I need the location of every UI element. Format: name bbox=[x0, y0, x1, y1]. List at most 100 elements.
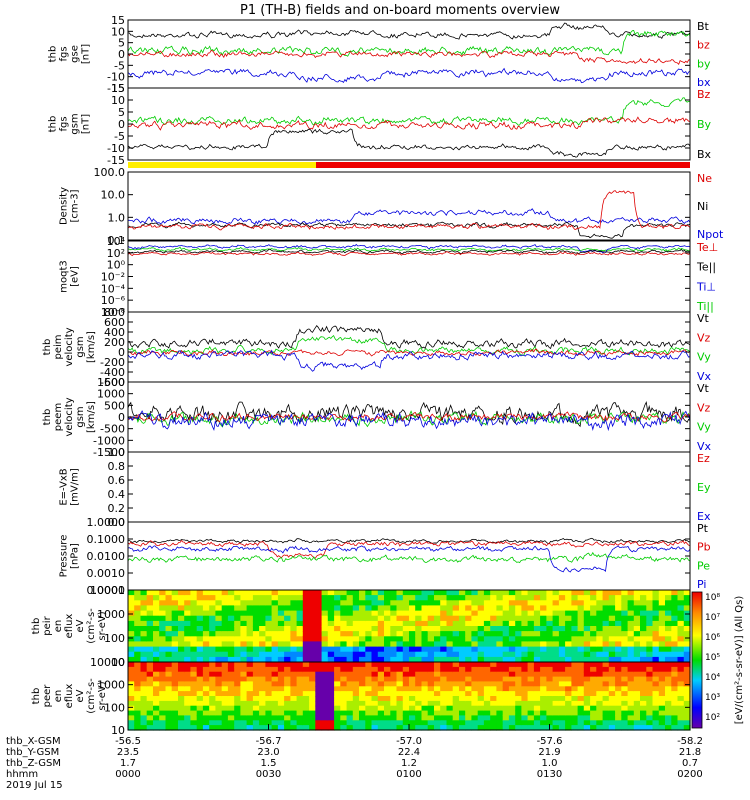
series-fgs_gse-3 bbox=[127, 67, 691, 84]
tick-label: 0 bbox=[118, 411, 125, 424]
panel-frame bbox=[127, 311, 691, 383]
y-axis-label: [nPa] bbox=[70, 543, 81, 569]
legend-fgs_gse: bx bbox=[697, 76, 711, 89]
y-axis-label: gsm bbox=[75, 406, 86, 427]
xaxis-row-label: hhmm bbox=[6, 769, 38, 780]
y-axis-label: en bbox=[53, 690, 64, 703]
legend-temp: Te|| bbox=[696, 261, 716, 274]
tick-label: 400 bbox=[104, 326, 125, 339]
y-axis-label: [nT] bbox=[81, 114, 92, 134]
series-fgs_gsm-1 bbox=[127, 116, 691, 131]
tick-label: 500 bbox=[104, 399, 125, 412]
tick-label: -200 bbox=[100, 356, 125, 369]
series-vel_i-3 bbox=[127, 349, 691, 372]
series-pressure-1 bbox=[127, 539, 691, 559]
tick-label: 0 bbox=[118, 48, 125, 61]
legend-density: Npot bbox=[697, 228, 724, 241]
tick-label: 0 bbox=[118, 346, 125, 359]
xaxis-row-label: thb_X-GSM bbox=[6, 736, 61, 747]
series-pressure-0 bbox=[128, 537, 691, 545]
panel-frame bbox=[127, 171, 691, 241]
tick-label: 10⁻⁴ bbox=[101, 282, 126, 295]
y-axis-label: [km/s] bbox=[86, 331, 97, 363]
tick-label: 0.1 bbox=[108, 234, 126, 247]
legend-pressure: Pi bbox=[697, 578, 706, 591]
tick-label: -1000 bbox=[93, 434, 125, 447]
tick-label: 800 bbox=[104, 306, 125, 319]
series-fgs_gsm-0 bbox=[127, 97, 691, 126]
series-fgs_gse-0 bbox=[127, 22, 691, 40]
tick-label: 0.0 bbox=[108, 516, 126, 529]
legend-efield: Ez bbox=[697, 452, 710, 465]
colorbar-tick: 10⁵ bbox=[705, 653, 720, 663]
y-axis-label: peem bbox=[53, 403, 64, 431]
tick-label: 15 bbox=[111, 14, 125, 27]
y-axis-label: thb bbox=[48, 116, 59, 133]
panel-frame bbox=[127, 451, 691, 523]
y-axis-label: peim bbox=[53, 334, 64, 359]
tick-label: -5 bbox=[114, 130, 125, 143]
tick-label: 10000 bbox=[90, 656, 125, 669]
y-axis-label: [cm-3] bbox=[70, 189, 81, 222]
xaxis-value: -57.6 bbox=[537, 736, 563, 747]
legend-efield: Ey bbox=[697, 481, 711, 494]
xaxis-value: 0.7 bbox=[682, 758, 698, 769]
y-axis-label: peer bbox=[42, 684, 53, 708]
tick-label: 0.4 bbox=[108, 488, 126, 501]
tick-label: 0.6 bbox=[108, 474, 126, 487]
xaxis-value: 0130 bbox=[537, 769, 562, 780]
xaxis-value: -56.7 bbox=[256, 736, 282, 747]
y-axis-label: velocity bbox=[64, 397, 75, 436]
series-vel_e-2 bbox=[127, 411, 691, 423]
legend-density: Ni bbox=[697, 200, 708, 213]
y-axis-label: en bbox=[53, 620, 64, 633]
y-axis-label: thb bbox=[31, 618, 42, 635]
y-axis-label: eflux bbox=[64, 614, 75, 639]
tick-label: 0.0010 bbox=[87, 567, 126, 580]
colorbar-tick: 10⁸ bbox=[705, 593, 720, 603]
tick-label: -10 bbox=[107, 142, 125, 155]
tick-label: 5 bbox=[118, 106, 125, 119]
tick-label: 200 bbox=[104, 336, 125, 349]
tick-label: 10⁻⁶ bbox=[101, 294, 126, 307]
colorbar-tick: 10⁷ bbox=[705, 613, 720, 623]
xaxis-value: 1.7 bbox=[120, 758, 136, 769]
legend-temp: Te⊥ bbox=[696, 241, 718, 254]
tick-label: 10 bbox=[111, 656, 125, 669]
xaxis-value: 0030 bbox=[256, 769, 281, 780]
y-axis-label: Density bbox=[59, 187, 70, 225]
tick-label: -15 bbox=[107, 154, 125, 167]
y-axis-label: (cm²-s- bbox=[86, 678, 97, 714]
panel-efield: 1.00.80.60.40.20.0 E=-VxB [mV/m] Ez Ey Ex bbox=[59, 446, 711, 529]
series-vel_i-1 bbox=[127, 334, 691, 356]
legend-fgs_gse: bz bbox=[697, 39, 710, 52]
series-density-1 bbox=[127, 221, 691, 239]
tick-label: 1000 bbox=[97, 679, 125, 692]
tick-label: 10 bbox=[111, 94, 125, 107]
legend-pressure: Pb bbox=[697, 541, 711, 554]
colorbar-tick: 10⁴ bbox=[705, 673, 720, 683]
tick-label: 100 bbox=[104, 701, 125, 714]
legend-vel_e: Vt bbox=[697, 382, 710, 395]
series-vel_i-0 bbox=[127, 325, 691, 350]
xaxis-row-label: thb_Z-GSM bbox=[6, 758, 61, 769]
xaxis-value: 1.2 bbox=[401, 758, 417, 769]
panel-frame bbox=[127, 521, 691, 591]
xaxis-value: 0100 bbox=[396, 769, 421, 780]
tick-label: 1.0000 bbox=[87, 516, 126, 529]
legend-efield: Ex bbox=[697, 510, 711, 523]
colorbar bbox=[691, 591, 703, 729]
tick-label: 0.8 bbox=[108, 460, 126, 473]
series-fgs_gsm-2 bbox=[127, 128, 691, 158]
tick-label: 10000 bbox=[90, 584, 125, 597]
legend-fgs_gsm: Bz bbox=[697, 88, 711, 101]
colorbar-tick: 10⁶ bbox=[705, 633, 720, 643]
y-axis-label: (cm²-s- bbox=[86, 608, 97, 644]
series-fgs_gse-2 bbox=[127, 50, 691, 66]
y-axis-label: sr-eV) bbox=[97, 681, 108, 710]
